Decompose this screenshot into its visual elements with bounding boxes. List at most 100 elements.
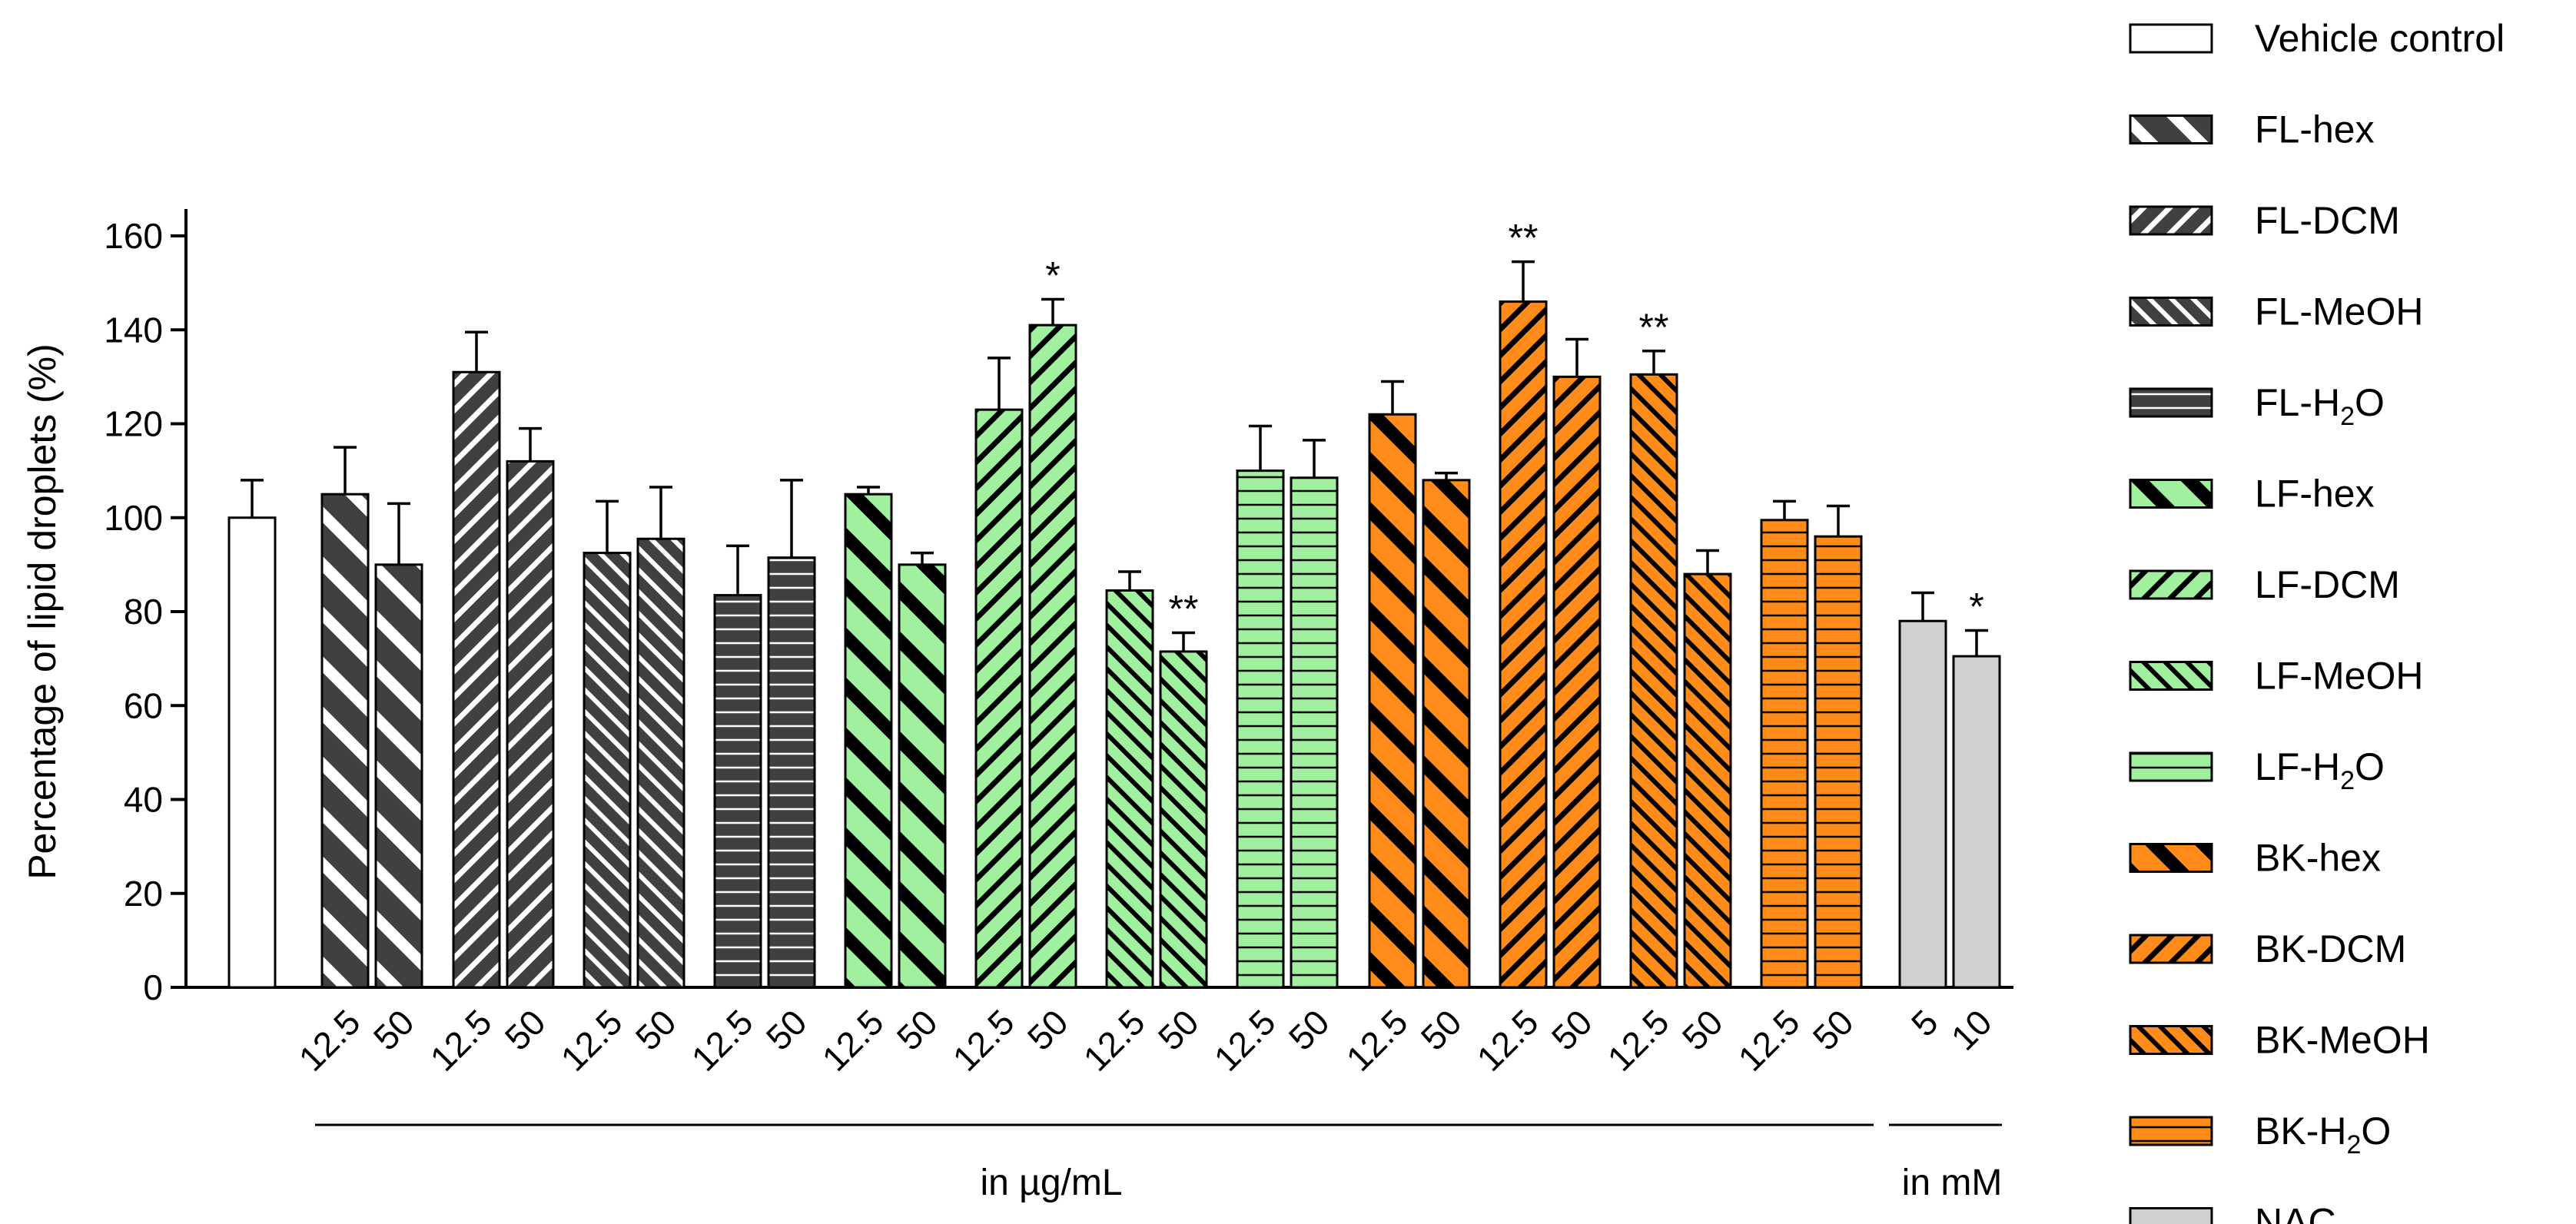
legend-label-fl-h2o: FL-H2O — [2255, 381, 2385, 431]
x-tick-label: 50 — [1544, 1002, 1600, 1058]
x-tick-label: 10 — [1944, 1002, 2000, 1058]
legend-swatch-bk-h2o — [2129, 1116, 2213, 1146]
legend-label-fl-hex: FL-hex — [2255, 108, 2375, 151]
y-tick-label: 20 — [124, 874, 163, 914]
x-tick-label: 50 — [1413, 1002, 1469, 1058]
bar-lf-dcm-12.5 — [974, 408, 1024, 989]
bar-nac-10 — [1952, 655, 2001, 989]
legend-label-lf-meoh: LF-MeOH — [2255, 655, 2423, 698]
x-tick-label: 5 — [1904, 1002, 1946, 1044]
bar-fl-meoh-50 — [636, 537, 685, 989]
x-tick-label: 12.5 — [423, 1002, 500, 1079]
bar-lf-meoh-50 — [1159, 650, 1208, 989]
significance-label: * — [1045, 254, 1060, 297]
legend-label-fl-dcm: FL-DCM — [2255, 199, 2400, 242]
x-tick-label: 12.5 — [1600, 1002, 1677, 1079]
legend-swatch-fl-h2o — [2129, 387, 2213, 418]
bar-bk-hex-50 — [1422, 479, 1471, 989]
legend-swatch-bk-dcm — [2129, 934, 2213, 964]
legend-swatch-bk-hex — [2129, 843, 2213, 873]
significance-label: * — [1969, 585, 1983, 628]
ug-group-label: in µg/mL — [980, 1163, 1122, 1203]
legend-label-bk-hex: BK-hex — [2255, 837, 2381, 880]
bar-fl-dcm-12.5 — [452, 370, 501, 989]
legend: Vehicle control FL-hex FL-DCM FL-MeOH FL-H2O… — [2129, 17, 2505, 1224]
bar-bk-dcm-50 — [1552, 375, 1602, 989]
legend-label-vehicle-control: Vehicle control — [2255, 17, 2505, 60]
bar-bk-meoh-12.5 — [1629, 373, 1678, 989]
bar-lf-hex-12.5 — [844, 493, 893, 989]
mm-group-label: in mM — [1902, 1163, 2003, 1203]
y-tick-label: 0 — [143, 967, 163, 1007]
x-tick-label: 12.5 — [291, 1002, 368, 1079]
legend-label-fl-meoh: FL-MeOH — [2255, 290, 2423, 333]
plot-area: 0 20 40 60 80 100 120 140 160 Percentage of lipid… — [21, 209, 2013, 1203]
bar-bk-h2o-12.5 — [1760, 519, 1809, 989]
y-tick-label: 140 — [104, 310, 163, 350]
x-tick-label: 12.5 — [1731, 1002, 1808, 1079]
y-tick-label: 160 — [104, 216, 163, 256]
x-tick-label: 50 — [1020, 1002, 1076, 1058]
bar-fl-dcm-50 — [506, 459, 555, 989]
legend-label-lf-hex: LF-hex — [2255, 473, 2375, 516]
x-tick-label: 12.5 — [553, 1002, 630, 1079]
y-axis-title: Percentage of lipid droplets (%) — [21, 343, 64, 880]
x-tick-label: 12.5 — [815, 1002, 891, 1079]
bar-bk-hex-12.5 — [1368, 413, 1417, 989]
y-tick-label: 60 — [124, 685, 163, 725]
legend-swatch-bk-meoh — [2129, 1025, 2213, 1055]
bar-lf-hex-50 — [898, 563, 947, 989]
legend-swatch-fl-dcm — [2129, 205, 2213, 236]
bar-nac-5 — [1898, 619, 1947, 989]
x-tick-label: 12.5 — [684, 1002, 761, 1079]
legend-swatch-vehicle-control — [2129, 23, 2213, 54]
x-tick-label: 12.5 — [1076, 1002, 1153, 1079]
x-tick-label: 12.5 — [945, 1002, 1022, 1079]
significance-label: ** — [1169, 588, 1199, 631]
bar-lf-dcm-50 — [1028, 323, 1077, 989]
x-tick-label: 50 — [889, 1002, 945, 1058]
x-tick-label: 50 — [366, 1002, 422, 1058]
bar-fl-meoh-12.5 — [583, 552, 632, 989]
legend-label-nac: NAC — [2255, 1201, 2336, 1224]
y-tick-label: 100 — [104, 498, 163, 538]
bar-vehicle-control-control — [227, 516, 277, 989]
legend-swatch-fl-meoh — [2129, 297, 2213, 327]
legend-swatch-fl-hex — [2129, 114, 2213, 144]
legend-swatch-lf-hex — [2129, 479, 2213, 509]
legend-label-lf-dcm: LF-DCM — [2255, 563, 2400, 606]
bar-bk-h2o-50 — [1814, 535, 1863, 989]
x-tick-label: 50 — [1675, 1002, 1731, 1058]
y-tick-label: 40 — [124, 780, 163, 820]
bar-fl-hex-50 — [374, 563, 423, 989]
x-tick-label: 50 — [497, 1002, 553, 1058]
bar-fl-h2o-50 — [767, 556, 816, 989]
legend-label-bk-dcm: BK-DCM — [2255, 927, 2406, 970]
x-tick-label: 50 — [1150, 1002, 1207, 1058]
x-tick-label: 50 — [1281, 1002, 1337, 1058]
x-tick-label: 12.5 — [1469, 1002, 1546, 1079]
legend-swatch-lf-meoh — [2129, 661, 2213, 691]
legend-label-bk-h2o: BK-H2O — [2255, 1110, 2391, 1159]
legend-swatch-lf-h2o — [2129, 751, 2213, 782]
x-tick-label: 50 — [628, 1002, 684, 1058]
bar-fl-hex-12.5 — [320, 493, 370, 989]
y-tick-label: 120 — [104, 404, 163, 444]
significance-label: ** — [1639, 306, 1669, 349]
x-tick-label: 12.5 — [1339, 1002, 1416, 1079]
legend-label-bk-meoh: BK-MeOH — [2255, 1019, 2430, 1062]
x-tick-label: 50 — [1805, 1002, 1861, 1058]
bar-lf-h2o-12.5 — [1236, 469, 1285, 989]
x-tick-label: 12.5 — [1207, 1002, 1283, 1079]
bar-fl-h2o-12.5 — [713, 594, 762, 989]
legend-label-lf-h2o: LF-H2O — [2255, 745, 2385, 795]
bar-lf-meoh-12.5 — [1105, 589, 1154, 989]
bar-bk-meoh-50 — [1683, 572, 1732, 989]
legend-swatch-lf-dcm — [2129, 569, 2213, 600]
x-tick-label: 50 — [759, 1002, 815, 1058]
bar-bk-dcm-12.5 — [1499, 300, 1548, 989]
bar-lf-h2o-50 — [1290, 476, 1339, 989]
y-tick-label: 80 — [124, 592, 163, 632]
significance-label: ** — [1509, 217, 1539, 260]
legend-swatch-nac — [2129, 1207, 2213, 1224]
